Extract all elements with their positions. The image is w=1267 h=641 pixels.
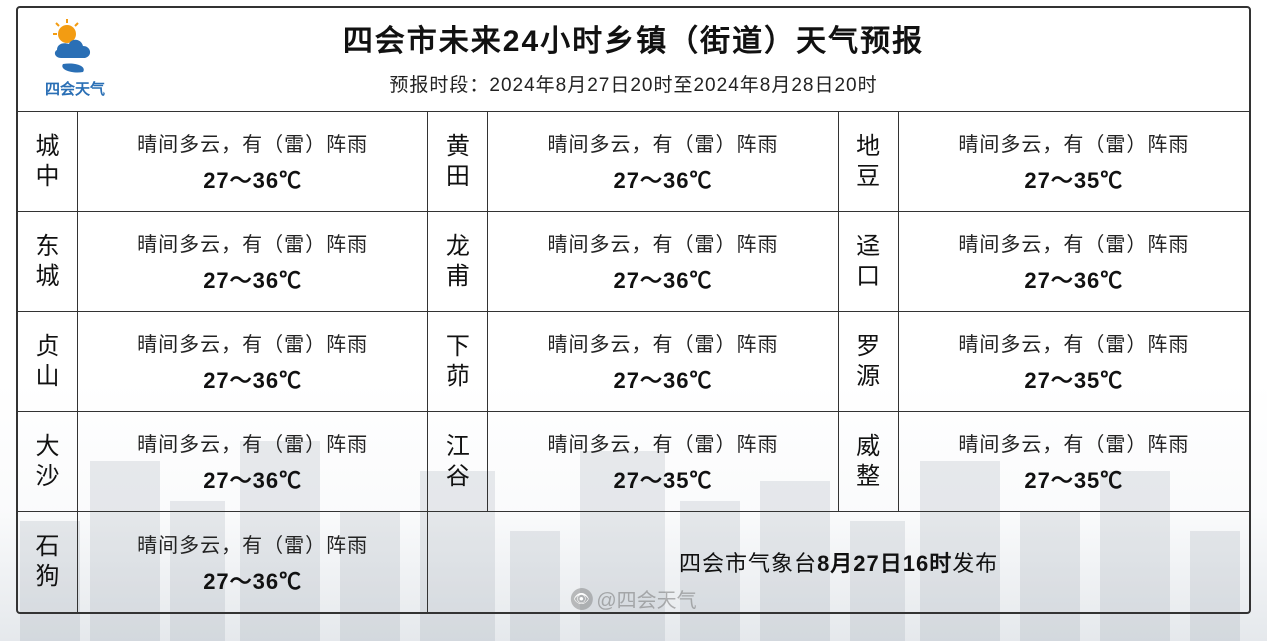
forecast-cell: 晴间多云，有（雷）阵雨 27～36℃ — [488, 112, 838, 211]
temperature: 27～35℃ — [1024, 463, 1123, 495]
temperature: 27～36℃ — [203, 263, 302, 295]
weather-desc: 晴间多云，有（雷）阵雨 — [137, 328, 368, 357]
forecast-cell: 晴间多云，有（雷）阵雨 27～36℃ — [78, 212, 428, 311]
forecast-container: 四会天气 四会市未来24小时乡镇（街道）天气预报 预报时段：2024年8月27日… — [0, 0, 1267, 624]
temperature: 27～35℃ — [614, 463, 713, 495]
temperature: 27～36℃ — [203, 463, 302, 495]
forecast-cell: 晴间多云，有（雷）阵雨 27～36℃ — [78, 412, 428, 511]
town-name-dongcheng: 东城 — [18, 212, 78, 311]
temperature: 27～36℃ — [203, 163, 302, 195]
publish-info: 四会市气象台8月27日16时发布 — [428, 512, 1249, 612]
forecast-cell: 晴间多云，有（雷）阵雨 27～36℃ — [78, 112, 428, 211]
forecast-cell: 晴间多云，有（雷）阵雨 27～35℃ — [899, 412, 1249, 511]
forecast-period: 预报时段：2024年8月27日20时至2024年8月28日20时 — [18, 70, 1249, 97]
forecast-cell: 晴间多云，有（雷）阵雨 27～36℃ — [488, 212, 838, 311]
town-name-chengzhong: 城中 — [18, 112, 78, 211]
forecast-row: 大沙 晴间多云，有（雷）阵雨 27～36℃ 江谷 晴间多云，有（雷）阵雨 27～… — [18, 412, 1249, 512]
weather-desc: 晴间多云，有（雷）阵雨 — [137, 128, 368, 157]
forecast-row-last: 石狗 晴间多云，有（雷）阵雨 27～36℃ 四会市气象台8月27日16时发布 — [18, 512, 1249, 612]
forecast-grid: 城中 晴间多云，有（雷）阵雨 27～36℃ 黄田 晴间多云，有（雷）阵雨 27～… — [18, 112, 1249, 612]
forecast-cell: 晴间多云，有（雷）阵雨 27～35℃ — [899, 112, 1249, 211]
weather-desc: 晴间多云，有（雷）阵雨 — [958, 228, 1189, 257]
logo-block: 四会天气 — [36, 16, 114, 99]
temperature: 27～35℃ — [1024, 163, 1123, 195]
weather-desc: 晴间多云，有（雷）阵雨 — [137, 428, 368, 457]
forecast-cell: 晴间多云，有（雷）阵雨 27～36℃ — [78, 312, 428, 411]
outer-frame: 四会天气 四会市未来24小时乡镇（街道）天气预报 预报时段：2024年8月27日… — [16, 6, 1251, 614]
town-name-longfu: 龙甫 — [428, 212, 488, 311]
forecast-cell: 晴间多云，有（雷）阵雨 27～36℃ — [899, 212, 1249, 311]
temperature: 27～36℃ — [203, 564, 302, 596]
temperature: 27～36℃ — [1024, 263, 1123, 295]
weather-desc: 晴间多云，有（雷）阵雨 — [137, 228, 368, 257]
town-name-luoyuan: 罗源 — [839, 312, 899, 411]
weather-desc: 晴间多云，有（雷）阵雨 — [958, 128, 1189, 157]
weather-desc: 晴间多云，有（雷）阵雨 — [958, 328, 1189, 357]
temperature: 27～36℃ — [614, 163, 713, 195]
weather-desc: 晴间多云，有（雷）阵雨 — [547, 228, 778, 257]
town-name-jingkou: 迳口 — [839, 212, 899, 311]
town-name-didou: 地豆 — [839, 112, 899, 211]
town-name-zhenshan: 贞山 — [18, 312, 78, 411]
town-name-dasha: 大沙 — [18, 412, 78, 511]
town-name-jianggu: 江谷 — [428, 412, 488, 511]
weather-logo-icon — [45, 16, 105, 76]
forecast-row: 城中 晴间多云，有（雷）阵雨 27～36℃ 黄田 晴间多云，有（雷）阵雨 27～… — [18, 112, 1249, 212]
publisher-prefix: 四会市气象台 — [679, 546, 817, 578]
publisher-suffix: 发布 — [952, 546, 998, 578]
town-name-xiamao: 下茆 — [428, 312, 488, 411]
page-title: 四会市未来24小时乡镇（街道）天气预报 — [18, 16, 1249, 60]
forecast-row: 东城 晴间多云，有（雷）阵雨 27～36℃ 龙甫 晴间多云，有（雷）阵雨 27～… — [18, 212, 1249, 312]
temperature: 27～36℃ — [203, 363, 302, 395]
publish-time: 8月27日16时 — [817, 546, 952, 578]
weather-desc: 晴间多云，有（雷）阵雨 — [137, 529, 368, 558]
weather-desc: 晴间多云，有（雷）阵雨 — [547, 328, 778, 357]
temperature: 27～35℃ — [1024, 363, 1123, 395]
forecast-cell: 晴间多云，有（雷）阵雨 27～35℃ — [899, 312, 1249, 411]
header-section: 四会天气 四会市未来24小时乡镇（街道）天气预报 预报时段：2024年8月27日… — [18, 8, 1249, 112]
temperature: 27～36℃ — [614, 263, 713, 295]
town-name-weizheng: 威整 — [839, 412, 899, 511]
weather-desc: 晴间多云，有（雷）阵雨 — [547, 128, 778, 157]
forecast-cell: 晴间多云，有（雷）阵雨 27～36℃ — [488, 312, 838, 411]
temperature: 27～36℃ — [614, 363, 713, 395]
forecast-cell: 晴间多云，有（雷）阵雨 27～35℃ — [488, 412, 838, 511]
logo-text: 四会天气 — [36, 78, 114, 99]
town-name-shigou: 石狗 — [18, 512, 78, 612]
town-name-huangtian: 黄田 — [428, 112, 488, 211]
forecast-row: 贞山 晴间多云，有（雷）阵雨 27～36℃ 下茆 晴间多云，有（雷）阵雨 27～… — [18, 312, 1249, 412]
forecast-cell: 晴间多云，有（雷）阵雨 27～36℃ — [78, 512, 428, 612]
weather-desc: 晴间多云，有（雷）阵雨 — [547, 428, 778, 457]
weather-desc: 晴间多云，有（雷）阵雨 — [958, 428, 1189, 457]
